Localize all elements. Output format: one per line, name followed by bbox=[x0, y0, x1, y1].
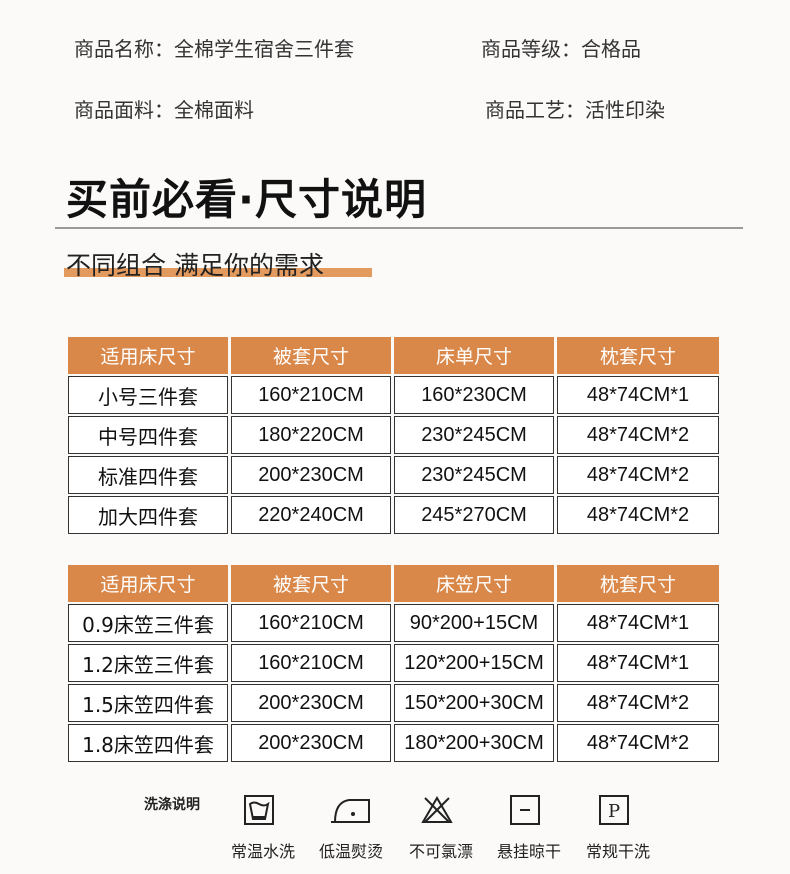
divider bbox=[55, 227, 743, 229]
table-cell: 48*74CM*1 bbox=[557, 376, 719, 414]
column-header: 适用床尺寸 bbox=[68, 565, 228, 602]
iron-icon bbox=[331, 799, 370, 823]
wash-item-label: 低温熨烫 bbox=[318, 842, 383, 861]
product-grade: 商品等级：合格品 bbox=[481, 37, 641, 61]
subtitle: 不同组合 满足你的需求 bbox=[66, 251, 324, 280]
wash-instructions-label: 洗涤说明 bbox=[144, 797, 200, 813]
column-header: 床单尺寸 bbox=[394, 337, 554, 374]
column-header: 被套尺寸 bbox=[231, 565, 391, 602]
product-fabric: 商品面料：全棉面料 bbox=[74, 98, 254, 122]
table-cell: 1.5床笠四件套 bbox=[68, 684, 228, 722]
table-cell: 180*200+30CM bbox=[394, 724, 554, 762]
table-cell: 48*74CM*2 bbox=[557, 684, 719, 722]
table-cell: 200*230CM bbox=[231, 684, 391, 722]
table-cell: 200*230CM bbox=[231, 724, 391, 762]
table-cell: 230*245CM bbox=[394, 416, 554, 454]
size-table-standard: 适用床尺寸 被套尺寸 床单尺寸 枕套尺寸小号三件套 160*210CM 160*230CM… bbox=[68, 337, 719, 534]
size-table-fitted: 适用床尺寸 被套尺寸 床笠尺寸 枕套尺寸 0.9床笠三件套 160*210CM 90*200… bbox=[68, 565, 719, 762]
table-cell: 1.2床笠三件套 bbox=[68, 644, 228, 682]
wash-item-label: 不可氯漂 bbox=[408, 842, 473, 861]
table-cell: 90*200+15CM bbox=[394, 604, 554, 642]
table-cell: 230*245CM bbox=[394, 456, 554, 494]
subtitle-highlight bbox=[64, 268, 372, 277]
table-cell: 180*220CM bbox=[231, 416, 391, 454]
table-cell: 48*74CM*1 bbox=[557, 644, 719, 682]
table-cell: 中号四件套 bbox=[68, 416, 228, 454]
column-header: 适用床尺寸 bbox=[68, 337, 228, 374]
table-cell: 245*270CM bbox=[394, 496, 554, 534]
hang-dry-icon bbox=[510, 795, 540, 825]
wash-item: P 常规干洗 bbox=[573, 794, 663, 862]
product-craft: 商品工艺：活性印染 bbox=[485, 98, 665, 122]
column-header: 被套尺寸 bbox=[231, 337, 391, 374]
table-cell: 160*230CM bbox=[394, 376, 554, 414]
page-title: 买前必看·尺寸说明 bbox=[66, 175, 427, 224]
table-cell: 加大四件套 bbox=[68, 496, 228, 534]
table-cell: 48*74CM*2 bbox=[557, 456, 719, 494]
table-cell: 220*240CM bbox=[231, 496, 391, 534]
wash-item: 悬挂晾干 bbox=[484, 794, 574, 862]
wash-item: 常温水洗 bbox=[218, 794, 308, 862]
table-cell: 160*210CM bbox=[231, 604, 391, 642]
column-header: 床笠尺寸 bbox=[394, 565, 554, 602]
no-bleach-icon bbox=[421, 796, 453, 823]
wash-item: 低温熨烫 bbox=[306, 794, 396, 862]
wash-item-label: 常规干洗 bbox=[585, 842, 650, 861]
table-cell: 标准四件套 bbox=[68, 456, 228, 494]
table-cell: 160*210CM bbox=[231, 644, 391, 682]
column-header: 枕套尺寸 bbox=[557, 565, 719, 602]
table-cell: 小号三件套 bbox=[68, 376, 228, 414]
table-cell: 200*230CM bbox=[231, 456, 391, 494]
table-cell: 48*74CM*1 bbox=[557, 604, 719, 642]
product-name: 商品名称：全棉学生宿舍三件套 bbox=[74, 37, 354, 61]
wash-item-label: 悬挂晾干 bbox=[496, 842, 561, 861]
table-cell: 0.9床笠三件套 bbox=[68, 604, 228, 642]
column-header: 枕套尺寸 bbox=[557, 337, 719, 374]
table-cell: 48*74CM*2 bbox=[557, 416, 719, 454]
dry-clean-icon: P bbox=[599, 795, 629, 825]
wash-tub-icon bbox=[244, 795, 274, 825]
wash-item: 不可氯漂 bbox=[396, 794, 486, 862]
table-cell: 1.8床笠四件套 bbox=[68, 724, 228, 762]
svg-text:P: P bbox=[608, 801, 620, 822]
table-cell: 48*74CM*2 bbox=[557, 724, 719, 762]
wash-item-label: 常温水洗 bbox=[230, 842, 295, 861]
table-cell: 160*210CM bbox=[231, 376, 391, 414]
table-cell: 120*200+15CM bbox=[394, 644, 554, 682]
table-cell: 48*74CM*2 bbox=[557, 496, 719, 534]
table-cell: 150*200+30CM bbox=[394, 684, 554, 722]
